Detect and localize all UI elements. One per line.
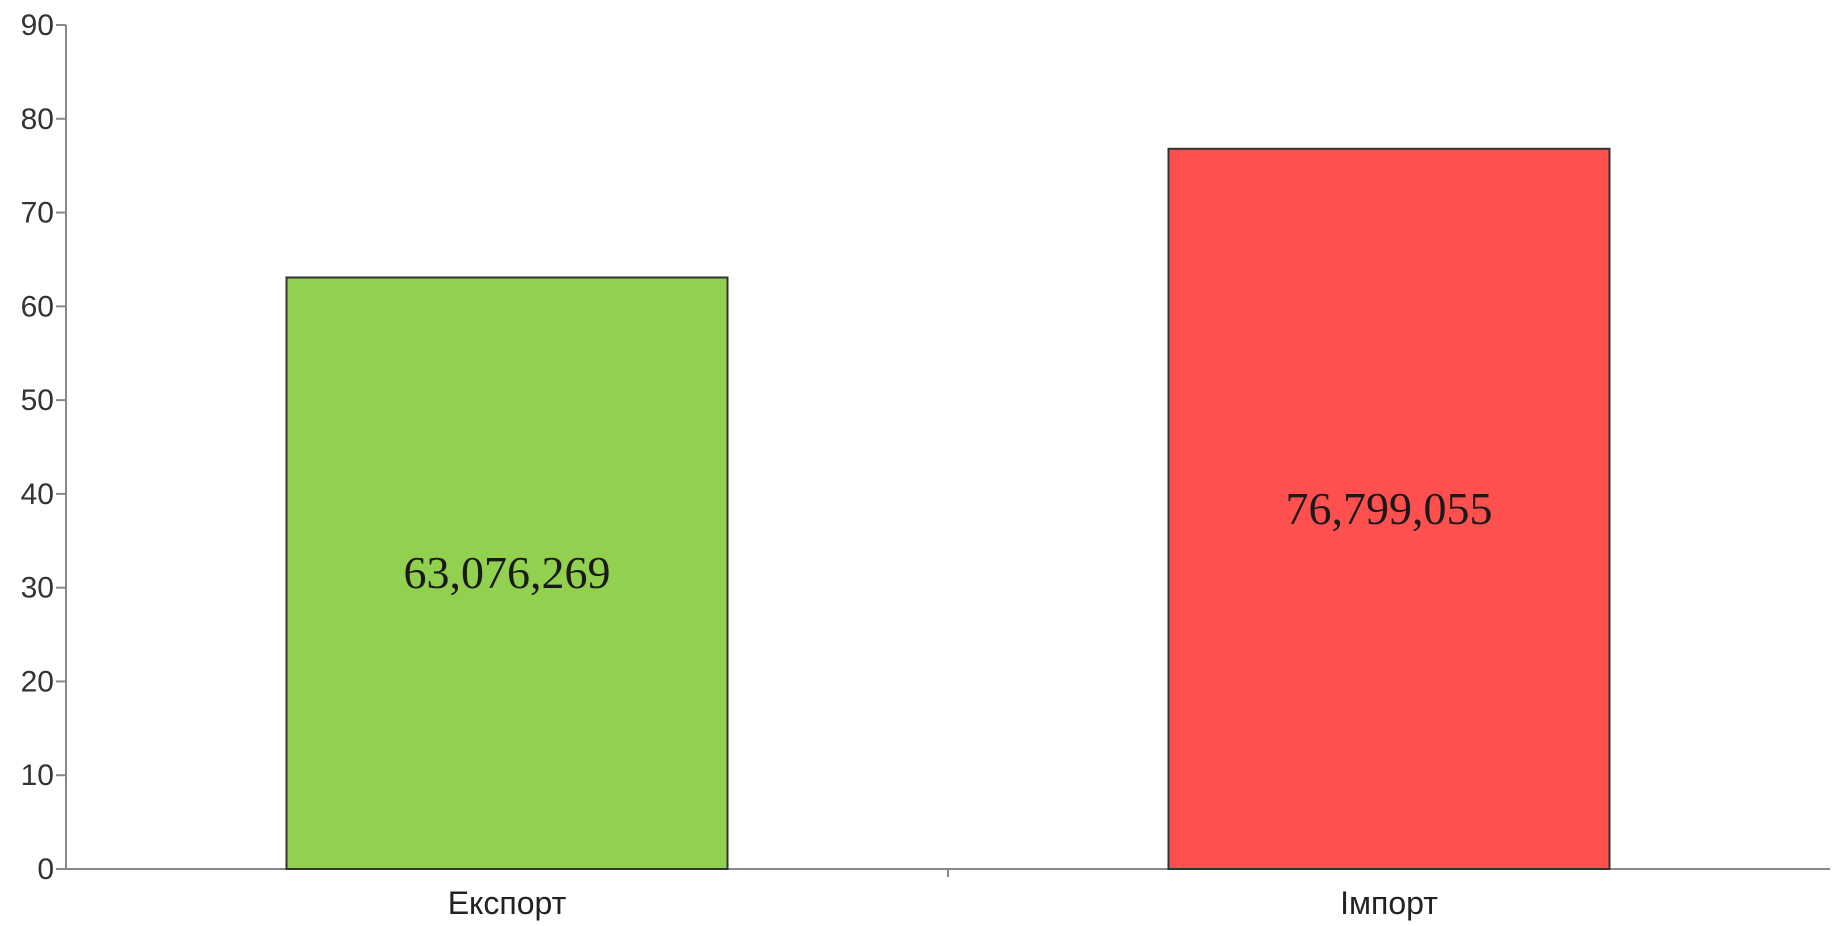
data-labels: 63,076,269 76,799,055 (404, 483, 1493, 598)
y-tick-label: 70 (21, 197, 54, 230)
y-tick-label: 50 (21, 384, 54, 417)
bar-0 (285, 276, 729, 871)
y-tick-label: 80 (21, 103, 54, 136)
x-category-label: Експорт (448, 885, 567, 921)
bar-value-label: 63,076,269 (404, 547, 611, 598)
y-tick-label: 10 (21, 759, 54, 792)
bar-1 (1167, 147, 1611, 870)
y-tick-label: 30 (21, 572, 54, 605)
y-tick-label: 60 (21, 290, 54, 323)
y-tick-label: 90 (21, 9, 54, 42)
y-tick-label: 0 (37, 853, 54, 886)
bar-value-label: 76,799,055 (1286, 483, 1493, 534)
y-tick-label: 40 (21, 478, 54, 511)
x-axis: Експорт Імпорт (66, 868, 1830, 921)
x-category-label: Імпорт (1340, 885, 1438, 921)
y-tick-label: 20 (21, 665, 54, 698)
y-axis: 0 10 20 30 40 50 60 70 80 90 (21, 9, 67, 886)
bars (285, 147, 1611, 871)
